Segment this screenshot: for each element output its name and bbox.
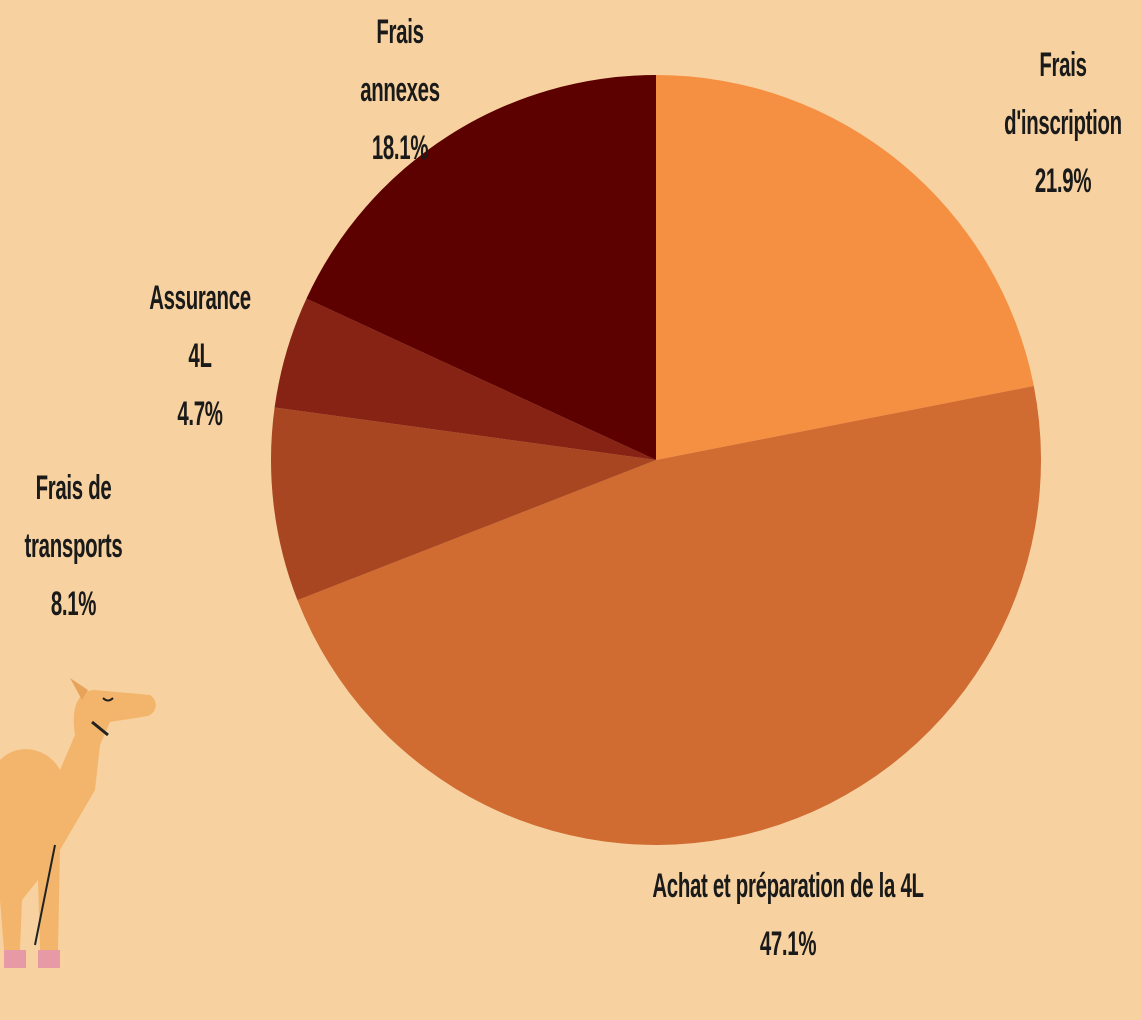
value-label: 8.1% xyxy=(9,575,138,633)
category-label: Assurance 4L xyxy=(137,269,263,385)
value-label: 18.1% xyxy=(346,119,454,177)
category-label: Frais d'inscription xyxy=(988,36,1138,152)
camel-illustration xyxy=(0,678,156,968)
value-label: 47.1% xyxy=(635,915,941,973)
category-label: Frais annexes xyxy=(346,3,454,119)
category-label: Achat et préparation de la 4L xyxy=(635,857,941,915)
chart xyxy=(0,0,1141,1020)
value-label: 4.7% xyxy=(137,385,263,443)
category-label: Frais de transports xyxy=(9,459,138,575)
page: Frais d'inscription21.9% Achat et prépara… xyxy=(0,0,1141,1020)
value-label: 21.9% xyxy=(988,152,1138,210)
